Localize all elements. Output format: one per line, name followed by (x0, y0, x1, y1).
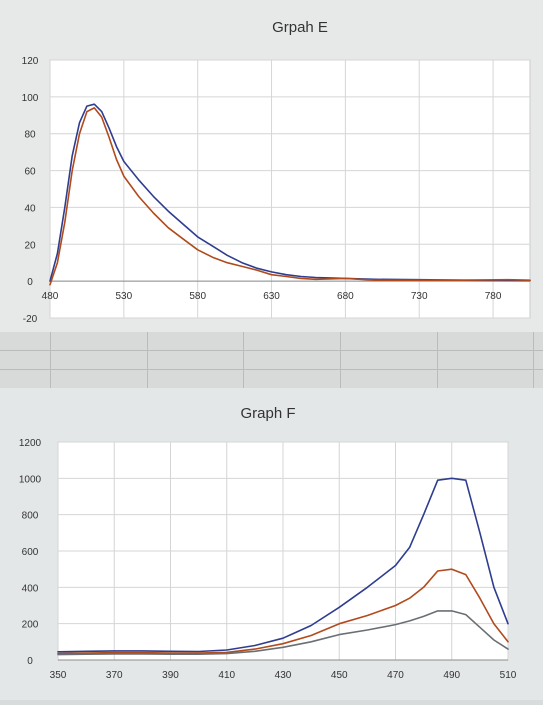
series-line-2 (57, 568, 509, 655)
y-tick-label: 600 (22, 547, 39, 558)
y-tick-label: -20 (23, 314, 38, 325)
x-tick-label: 430 (275, 670, 292, 681)
x-tick-label: 470 (387, 670, 404, 681)
y-tick-label: 60 (24, 167, 36, 178)
series-line-1 (57, 477, 509, 653)
x-tick-label: 780 (485, 291, 502, 302)
x-tick-label: 410 (218, 670, 235, 681)
chart-title: Grpah E (272, 19, 328, 36)
x-tick-label: 680 (337, 291, 354, 302)
y-tick-label: 0 (27, 656, 33, 667)
x-tick-label: 730 (411, 291, 428, 302)
x-tick-label: 370 (106, 670, 123, 681)
x-tick-label: 530 (116, 291, 133, 302)
graph-f-panel: Graph F 0 200 400 600 800 1000 1200 350 370 390 410… (0, 388, 543, 700)
y-tick-label: 20 (24, 240, 36, 251)
x-tick-label: 580 (189, 291, 206, 302)
x-tick-label: 480 (42, 291, 59, 302)
y-tick-label: 1000 (19, 474, 42, 485)
x-tick-label: 510 (500, 670, 517, 681)
y-tick-label: 0 (27, 277, 33, 288)
series-line-2 (49, 107, 531, 286)
chart-title: Graph F (240, 405, 295, 422)
y-tick-label: 800 (22, 511, 39, 522)
x-tick-label: 630 (263, 291, 280, 302)
x-tick-label: 390 (162, 670, 179, 681)
x-tick-label: 450 (331, 670, 348, 681)
graph-e-panel: Grpah E -20 0 20 40 60 80 100 120 480 530 580 630 680… (0, 0, 543, 332)
graph-e-chart: Grpah E -20 0 20 40 60 80 100 120 480 530 580 630 680… (22, 19, 531, 325)
series-line-3 (57, 610, 509, 656)
x-tick-label: 490 (443, 670, 460, 681)
y-tick-label: 100 (22, 93, 39, 104)
plot-area (49, 59, 531, 319)
x-tick-label: 350 (50, 670, 67, 681)
y-tick-label: 80 (24, 130, 36, 141)
y-tick-label: 200 (22, 620, 39, 631)
y-tick-label: 120 (22, 56, 39, 67)
y-tick-label: 40 (24, 203, 36, 214)
graph-f-chart: Graph F 0 200 400 600 800 1000 1200 350 370 390 410… (19, 405, 517, 681)
spreadsheet-cell-strip (0, 332, 543, 388)
y-tick-label: 1200 (19, 438, 42, 449)
y-tick-label: 400 (22, 583, 39, 594)
